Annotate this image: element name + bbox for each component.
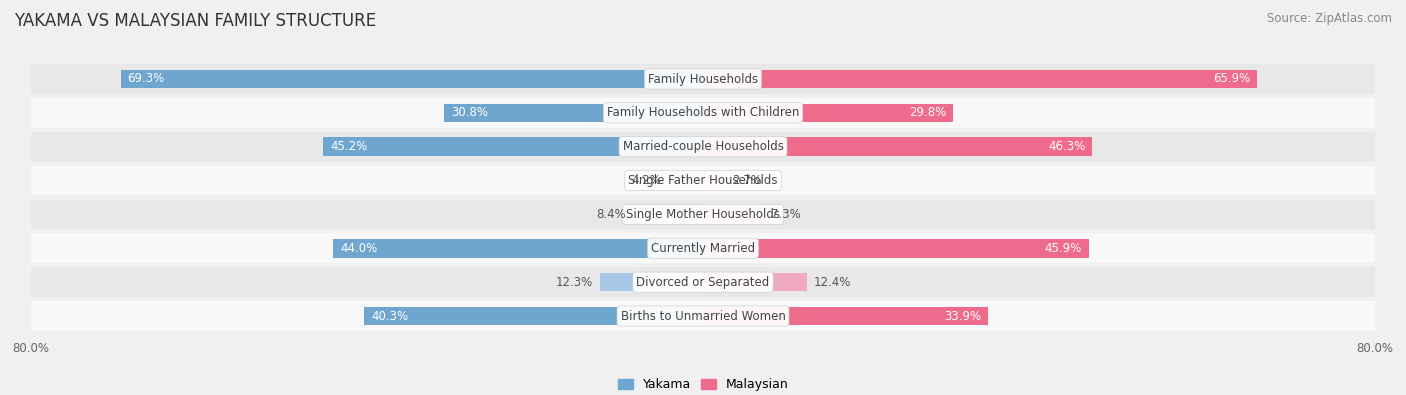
Text: Single Mother Households: Single Mother Households (626, 208, 780, 221)
Text: Currently Married: Currently Married (651, 242, 755, 255)
Text: YAKAMA VS MALAYSIAN FAMILY STRUCTURE: YAKAMA VS MALAYSIAN FAMILY STRUCTURE (14, 12, 377, 30)
Text: 33.9%: 33.9% (943, 310, 981, 322)
Bar (31, 132, 1375, 162)
Bar (703, 137, 1092, 156)
Text: 4.2%: 4.2% (631, 174, 661, 187)
Bar (703, 171, 725, 190)
Text: 69.3%: 69.3% (128, 73, 165, 85)
Bar (703, 103, 953, 122)
Bar (31, 233, 1375, 263)
Text: 12.3%: 12.3% (555, 276, 593, 289)
Bar (364, 307, 703, 325)
Text: 8.4%: 8.4% (596, 208, 626, 221)
Bar (703, 70, 1257, 88)
Text: 44.0%: 44.0% (340, 242, 377, 255)
Text: Single Father Households: Single Father Households (628, 174, 778, 187)
Bar (323, 137, 703, 156)
Bar (31, 64, 1375, 94)
Text: 30.8%: 30.8% (451, 106, 488, 119)
Bar (31, 166, 1375, 196)
Bar (31, 267, 1375, 297)
Text: 12.4%: 12.4% (814, 276, 851, 289)
Text: Family Households with Children: Family Households with Children (607, 106, 799, 119)
Text: 45.9%: 45.9% (1045, 242, 1083, 255)
Bar (121, 70, 703, 88)
Bar (703, 205, 765, 224)
Text: Births to Unmarried Women: Births to Unmarried Women (620, 310, 786, 322)
Bar (703, 307, 988, 325)
Text: Family Households: Family Households (648, 73, 758, 85)
Text: 29.8%: 29.8% (910, 106, 946, 119)
Bar (31, 199, 1375, 229)
Text: 7.3%: 7.3% (770, 208, 801, 221)
Text: 46.3%: 46.3% (1047, 140, 1085, 153)
Text: Married-couple Households: Married-couple Households (623, 140, 783, 153)
Bar (31, 98, 1375, 128)
Text: Source: ZipAtlas.com: Source: ZipAtlas.com (1267, 12, 1392, 25)
Bar (599, 273, 703, 292)
Bar (668, 171, 703, 190)
Bar (444, 103, 703, 122)
Text: 40.3%: 40.3% (371, 310, 408, 322)
Bar (703, 239, 1088, 258)
Bar (31, 301, 1375, 331)
Bar (333, 239, 703, 258)
Text: 45.2%: 45.2% (330, 140, 367, 153)
Text: 65.9%: 65.9% (1213, 73, 1250, 85)
Text: Divorced or Separated: Divorced or Separated (637, 276, 769, 289)
Legend: Yakama, Malaysian: Yakama, Malaysian (613, 373, 793, 395)
Bar (703, 273, 807, 292)
Bar (633, 205, 703, 224)
Text: 2.7%: 2.7% (733, 174, 762, 187)
